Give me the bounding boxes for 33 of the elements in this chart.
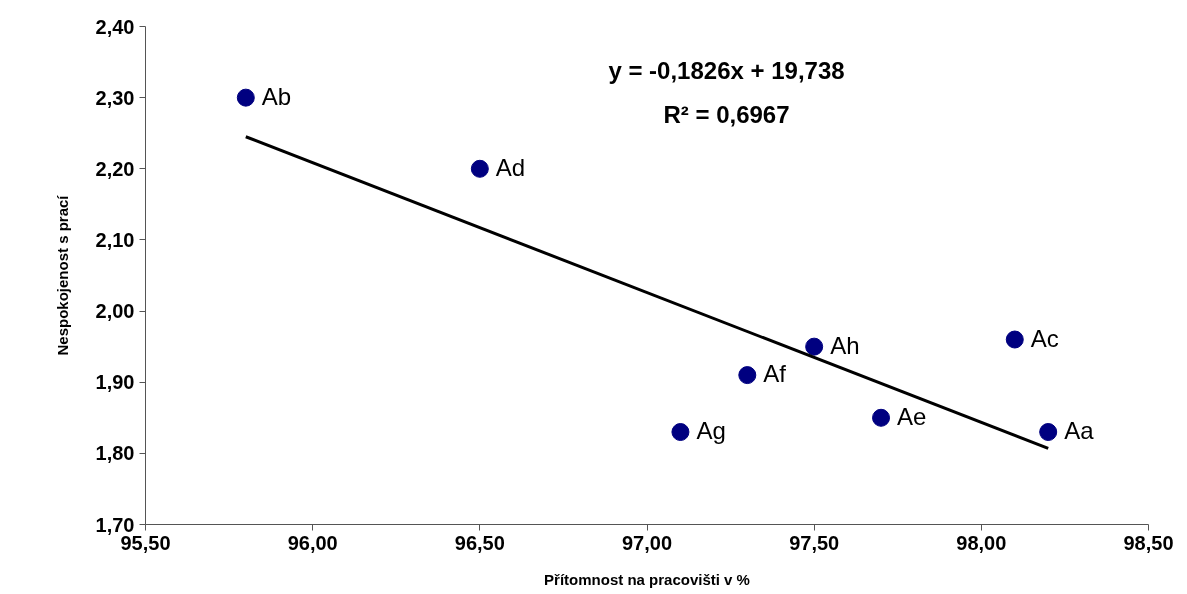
y-tick-label: 2,10 <box>95 228 135 251</box>
point <box>1039 423 1058 441</box>
point <box>671 423 690 441</box>
point <box>738 366 757 385</box>
x-tick-label: 98,00 <box>956 531 1007 554</box>
y-tick-label: 1,80 <box>95 442 135 465</box>
point <box>805 337 824 356</box>
annotation: R² = 0,6967 <box>663 100 790 128</box>
x-axis-title: Přítomnost na pracovišti v % <box>544 570 750 588</box>
annotation: Ab <box>261 82 292 110</box>
x-tick-label: 97,50 <box>789 531 840 554</box>
y-tick-label: 1,90 <box>95 371 135 394</box>
annotation: Ad <box>495 153 526 181</box>
point <box>470 159 489 178</box>
point <box>236 88 255 107</box>
annotation: Ag <box>696 417 726 445</box>
annotation: Ae <box>897 402 927 430</box>
y-tick-label: 2,20 <box>95 157 135 180</box>
annotation: Ah <box>830 331 860 359</box>
x-tick-label: 98,50 <box>1123 531 1174 554</box>
point <box>872 408 891 427</box>
annotation: y = -0,1826x + 19,738 <box>608 56 845 84</box>
y-tick-label: 2,00 <box>95 300 135 323</box>
y-tick-label: 2,40 <box>95 15 135 38</box>
annotation: Ac <box>1030 324 1059 352</box>
x-tick-label: 97,00 <box>621 531 673 554</box>
annotation: Af <box>763 360 787 388</box>
x-tick-label: 96,50 <box>454 531 505 554</box>
point <box>1005 330 1024 349</box>
y-tick-label: 2,30 <box>95 86 135 109</box>
annotation: Aa <box>1064 417 1095 445</box>
x-tick-label: 96,00 <box>287 531 338 554</box>
y-axis-title: Nespokojenost s prací <box>53 194 71 356</box>
